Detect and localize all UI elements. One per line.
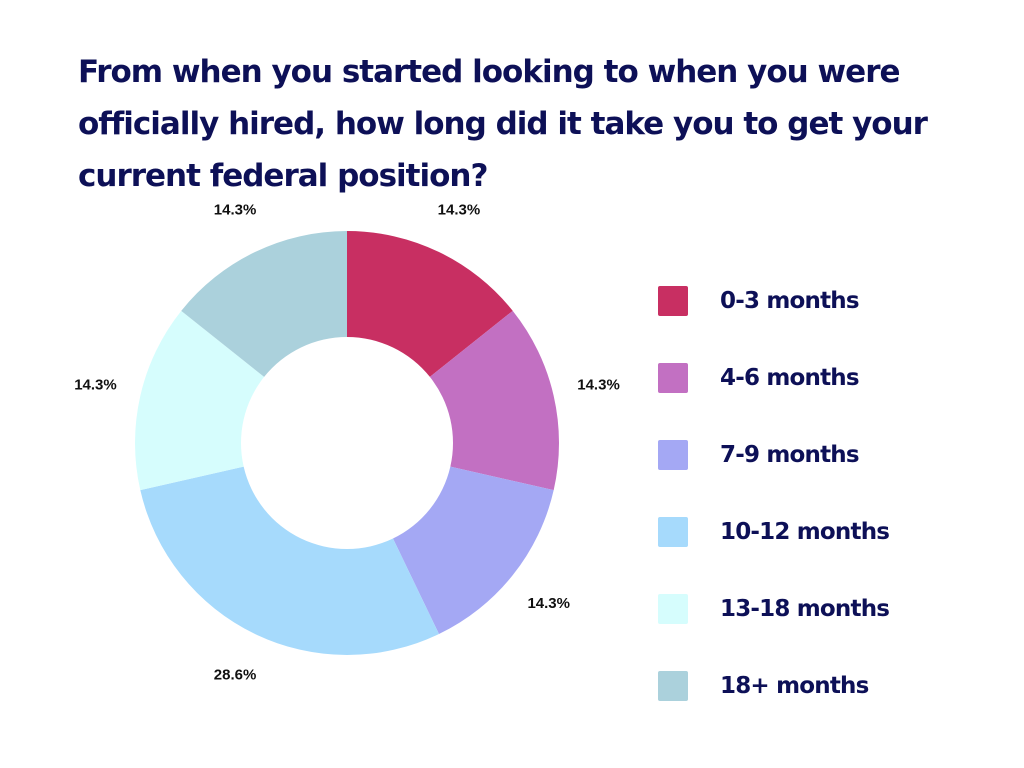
slice-10-12-months — [140, 466, 439, 656]
slices-group — [134, 231, 559, 656]
legend-item-10-12-months: 10-12 months — [658, 516, 890, 548]
slice-18-plus-months — [181, 231, 347, 377]
data-label-0-3-months: 14.3% — [438, 202, 481, 219]
legend-item-13-18-months: 13-18 months — [658, 593, 890, 625]
legend-swatch — [658, 363, 688, 393]
legend-label: 7-9 months — [720, 442, 860, 468]
legend-swatch — [658, 286, 688, 316]
legend-swatch — [658, 440, 688, 470]
slice-0-3-months — [347, 231, 513, 377]
legend: 0-3 months 4-6 months 7-9 months 10-12 mont… — [658, 285, 998, 715]
data-labels-group: 14.3% 14.3% 14.3% 28.6% 14.3% 14.3% — [74, 202, 620, 684]
data-label-13-18-months: 14.3% — [74, 377, 117, 394]
legend-label: 10-12 months — [720, 519, 890, 545]
legend-swatch — [658, 517, 688, 547]
data-label-18-plus-months: 14.3% — [214, 202, 257, 219]
legend-label: 4-6 months — [720, 365, 860, 391]
data-label-10-12-months: 28.6% — [214, 666, 257, 683]
legend-item-4-6-months: 4-6 months — [658, 362, 860, 394]
legend-label: 18+ months — [720, 673, 869, 699]
data-label-7-9-months: 14.3% — [527, 595, 570, 612]
legend-item-7-9-months: 7-9 months — [658, 439, 860, 471]
legend-swatch — [658, 671, 688, 701]
legend-item-18-plus-months: 18+ months — [658, 670, 869, 702]
legend-label: 0-3 months — [720, 288, 860, 314]
chart-title: From when you started looking to when yo… — [78, 54, 928, 194]
legend-label: 13-18 months — [720, 596, 890, 622]
slice-4-6-months — [429, 310, 559, 491]
slice-7-9-months — [392, 466, 554, 635]
slice-13-18-months — [134, 310, 265, 491]
legend-swatch — [658, 594, 688, 624]
legend-item-0-3-months: 0-3 months — [658, 285, 860, 317]
data-label-4-6-months: 14.3% — [577, 377, 620, 394]
